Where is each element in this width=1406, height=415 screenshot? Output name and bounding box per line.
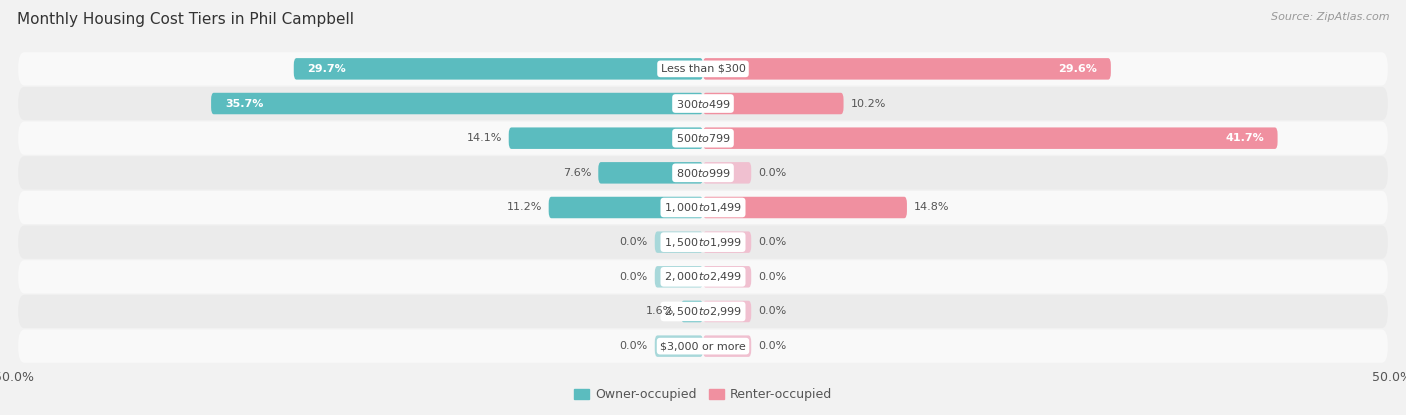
FancyBboxPatch shape: [18, 52, 1388, 85]
Text: 7.6%: 7.6%: [562, 168, 592, 178]
Text: 0.0%: 0.0%: [758, 168, 786, 178]
FancyBboxPatch shape: [509, 127, 703, 149]
Text: 14.1%: 14.1%: [467, 133, 502, 143]
FancyBboxPatch shape: [599, 162, 703, 183]
FancyBboxPatch shape: [18, 225, 1388, 259]
Text: $300 to $499: $300 to $499: [675, 98, 731, 110]
Text: 1.6%: 1.6%: [645, 307, 673, 317]
Text: Less than $300: Less than $300: [661, 64, 745, 74]
FancyBboxPatch shape: [655, 266, 703, 288]
FancyBboxPatch shape: [681, 301, 703, 322]
FancyBboxPatch shape: [18, 260, 1388, 293]
Text: 0.0%: 0.0%: [758, 237, 786, 247]
Text: 0.0%: 0.0%: [620, 272, 648, 282]
FancyBboxPatch shape: [18, 87, 1388, 120]
Text: 29.7%: 29.7%: [308, 64, 346, 74]
Text: $800 to $999: $800 to $999: [675, 167, 731, 179]
Text: 10.2%: 10.2%: [851, 98, 886, 108]
Text: $1,500 to $1,999: $1,500 to $1,999: [664, 236, 742, 249]
Text: 0.0%: 0.0%: [758, 341, 786, 351]
FancyBboxPatch shape: [294, 58, 703, 80]
FancyBboxPatch shape: [703, 197, 907, 218]
Text: 0.0%: 0.0%: [758, 307, 786, 317]
Text: 0.0%: 0.0%: [758, 272, 786, 282]
Text: 14.8%: 14.8%: [914, 203, 949, 212]
FancyBboxPatch shape: [18, 122, 1388, 155]
FancyBboxPatch shape: [18, 330, 1388, 363]
FancyBboxPatch shape: [18, 191, 1388, 224]
FancyBboxPatch shape: [703, 335, 751, 357]
Text: $500 to $799: $500 to $799: [675, 132, 731, 144]
Text: Monthly Housing Cost Tiers in Phil Campbell: Monthly Housing Cost Tiers in Phil Campb…: [17, 12, 354, 27]
Text: 35.7%: 35.7%: [225, 98, 263, 108]
FancyBboxPatch shape: [703, 266, 751, 288]
FancyBboxPatch shape: [703, 232, 751, 253]
FancyBboxPatch shape: [703, 58, 1111, 80]
FancyBboxPatch shape: [703, 301, 751, 322]
Text: $2,500 to $2,999: $2,500 to $2,999: [664, 305, 742, 318]
Text: 11.2%: 11.2%: [506, 203, 541, 212]
Text: $1,000 to $1,499: $1,000 to $1,499: [664, 201, 742, 214]
Text: 29.6%: 29.6%: [1059, 64, 1097, 74]
Text: $3,000 or more: $3,000 or more: [661, 341, 745, 351]
FancyBboxPatch shape: [548, 197, 703, 218]
Text: 0.0%: 0.0%: [620, 341, 648, 351]
Text: $2,000 to $2,499: $2,000 to $2,499: [664, 270, 742, 283]
FancyBboxPatch shape: [655, 232, 703, 253]
Text: 41.7%: 41.7%: [1225, 133, 1264, 143]
Text: 0.0%: 0.0%: [620, 237, 648, 247]
FancyBboxPatch shape: [703, 127, 1278, 149]
FancyBboxPatch shape: [18, 156, 1388, 190]
FancyBboxPatch shape: [18, 295, 1388, 328]
Legend: Owner-occupied, Renter-occupied: Owner-occupied, Renter-occupied: [568, 383, 838, 406]
Text: Source: ZipAtlas.com: Source: ZipAtlas.com: [1271, 12, 1389, 22]
FancyBboxPatch shape: [211, 93, 703, 114]
FancyBboxPatch shape: [703, 93, 844, 114]
FancyBboxPatch shape: [703, 162, 751, 183]
FancyBboxPatch shape: [655, 335, 703, 357]
